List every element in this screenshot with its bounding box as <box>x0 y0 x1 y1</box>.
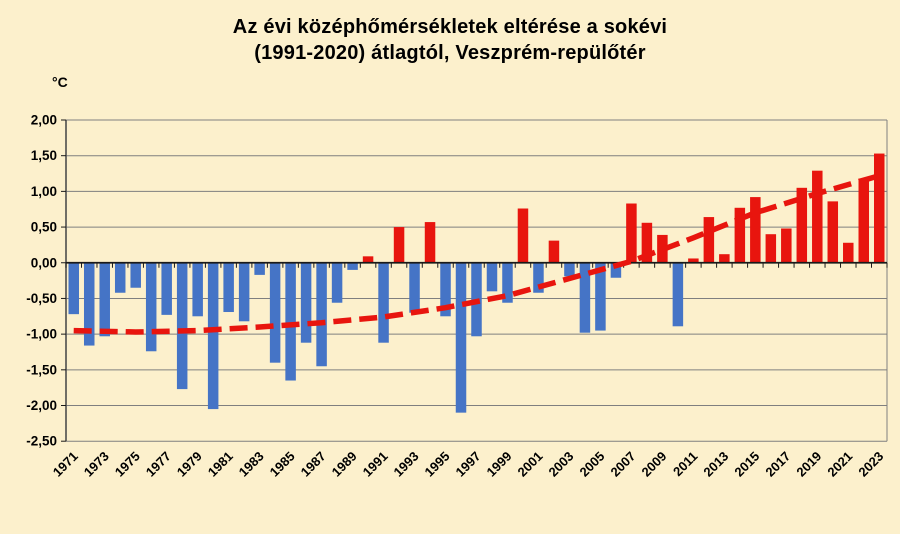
y-tick-label: 2,00 <box>31 113 57 128</box>
bar-2011 <box>688 258 699 263</box>
bar-1974 <box>114 262 126 293</box>
bar-1990 <box>362 256 374 263</box>
bar-1987 <box>316 262 327 367</box>
bar-1996 <box>455 262 467 413</box>
bar-1983 <box>254 262 265 275</box>
trend-line <box>73 173 881 335</box>
x-tick-label: 2007 <box>607 449 638 480</box>
bar-1981 <box>223 262 234 313</box>
bar-2012 <box>703 217 715 263</box>
x-tick-label: 1995 <box>422 449 453 480</box>
bar-2022 <box>858 178 870 263</box>
y-tick-label: 1,50 <box>31 148 57 163</box>
x-tick-label: 2021 <box>824 449 855 480</box>
bar-1973 <box>99 262 110 337</box>
x-tick-label: 2011 <box>670 449 701 480</box>
x-tick-label: 2009 <box>638 449 669 480</box>
chart-title-line2: (1991-2020) átlagtól, Veszprém-repülőtér <box>254 42 646 64</box>
bar-2018 <box>796 187 808 263</box>
x-tick-label: 1983 <box>236 449 267 480</box>
x-tick-label: 2019 <box>793 449 824 480</box>
x-tick-label: 1987 <box>298 449 329 480</box>
bar-1975 <box>130 262 141 288</box>
x-tick-label: 1997 <box>453 449 484 480</box>
x-tick-label: 2005 <box>576 449 607 480</box>
bar-1993 <box>409 262 420 313</box>
bar-1986 <box>300 262 312 343</box>
x-tick-label: 1975 <box>112 449 143 480</box>
y-axis-unit-label: °C <box>52 74 68 90</box>
x-tick-label: 1999 <box>484 449 515 480</box>
x-tick-label: 1993 <box>391 449 422 480</box>
bar-1976 <box>145 262 157 352</box>
bar-1989 <box>347 262 358 270</box>
bar-1982 <box>238 262 250 322</box>
y-tick-label: -0,50 <box>26 291 57 306</box>
bar-2002 <box>548 240 560 263</box>
chart-title: Az évi középhőmérsékletek eltérése a sok… <box>0 14 900 66</box>
y-tick-label: -1,00 <box>26 327 57 342</box>
x-tick-label: 1985 <box>267 449 298 480</box>
x-tick-label: 2023 <box>855 449 886 480</box>
bar-2008 <box>641 222 653 263</box>
bar-2023 <box>874 153 885 263</box>
bar-2000 <box>517 208 529 263</box>
bar-2001 <box>533 262 544 293</box>
bar-1999 <box>502 262 513 303</box>
x-tick-label: 2003 <box>545 449 576 480</box>
bar-1977 <box>161 262 172 315</box>
bar-2003 <box>564 262 575 277</box>
bar-2004 <box>579 262 591 333</box>
bar-2010 <box>672 262 684 327</box>
bar-2005 <box>595 262 606 331</box>
x-tick-label: 1989 <box>329 449 360 480</box>
bar-1991 <box>378 262 389 343</box>
bar-2014 <box>734 207 746 263</box>
bar-2013 <box>719 254 730 263</box>
bar-1980 <box>207 262 219 410</box>
x-tick-label: 2017 <box>762 449 793 480</box>
x-tick-label: 1977 <box>143 449 174 480</box>
bar-1985 <box>285 262 296 381</box>
bar-1994 <box>424 222 436 263</box>
bar-1998 <box>486 262 498 292</box>
bar-2016 <box>765 234 777 263</box>
y-tick-label: 1,00 <box>31 184 57 199</box>
x-tick-label: 1973 <box>81 449 112 480</box>
bar-2020 <box>827 201 839 263</box>
x-tick-label: 1971 <box>50 449 81 480</box>
bar-1988 <box>331 262 343 303</box>
bar-1978 <box>176 262 188 390</box>
chart-title-line1: Az évi középhőmérsékletek eltérése a sok… <box>232 16 668 38</box>
y-tick-label: -2,50 <box>26 434 57 449</box>
y-tick-label: -1,50 <box>26 362 57 377</box>
x-tick-label: 1991 <box>360 449 391 480</box>
bar-1992 <box>393 227 405 263</box>
bar-1979 <box>192 262 203 317</box>
bar-1972 <box>83 262 95 346</box>
x-tick-label: 1981 <box>205 449 236 480</box>
bar-2021 <box>843 242 854 263</box>
y-tick-label: 0,50 <box>31 220 57 235</box>
x-tick-label: 2013 <box>700 449 731 480</box>
y-tick-label: -2,00 <box>26 398 57 413</box>
x-tick-label: 1979 <box>174 449 205 480</box>
bar-1984 <box>269 262 281 363</box>
bar-2019 <box>812 170 823 263</box>
x-tick-label: 2015 <box>731 449 762 480</box>
bar-2015 <box>750 197 761 263</box>
bar-2007 <box>626 203 637 263</box>
x-tick-label: 2001 <box>515 449 546 480</box>
bar-1971 <box>68 262 79 315</box>
bar-2006 <box>610 262 622 278</box>
bar-1995 <box>440 262 451 317</box>
y-tick-label: 0,00 <box>31 255 57 270</box>
bar-2017 <box>781 228 792 263</box>
